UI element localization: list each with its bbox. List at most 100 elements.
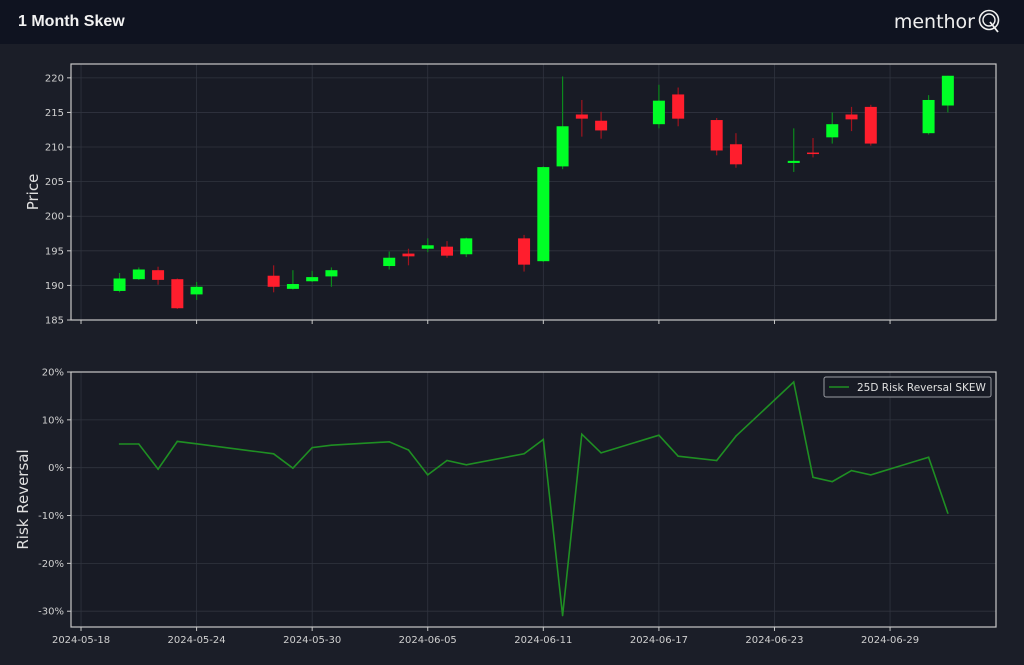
candle-body <box>306 277 319 282</box>
page-title: 1 Month Skew <box>18 13 125 30</box>
menthorq-logo: menthor <box>894 9 1002 35</box>
candle <box>864 104 877 146</box>
candle <box>383 251 396 270</box>
data-point <box>446 459 448 462</box>
candle-body <box>941 75 954 106</box>
skew-chart: 185 190 195 200 205 210 215 220 Price 2024-05-18 2… <box>14 63 997 646</box>
candle <box>575 99 588 137</box>
data-point <box>426 474 429 476</box>
data-point <box>735 435 737 437</box>
candle-body <box>421 245 434 249</box>
axes-frame <box>70 371 997 628</box>
y-tick-label: 190 <box>45 281 64 292</box>
candle <box>306 270 319 282</box>
x-tick-label: 2024-05-24 <box>168 635 226 646</box>
candle-body <box>402 253 415 257</box>
candle-body <box>575 114 588 119</box>
candle <box>421 238 434 253</box>
data-point <box>330 444 333 446</box>
data-point <box>927 456 930 458</box>
candle-body <box>672 94 685 119</box>
data-point <box>831 480 834 483</box>
candle <box>807 138 820 158</box>
series-line <box>119 380 949 616</box>
y-tick-label: 205 <box>45 177 64 188</box>
candle-body <box>113 278 126 291</box>
y-tick-label: -10% <box>38 511 64 522</box>
candle-body <box>826 124 839 138</box>
candle <box>460 237 473 258</box>
candle-body <box>729 144 742 165</box>
logo-q-icon <box>978 9 1000 33</box>
data-point <box>600 452 602 454</box>
y-axis-label: Price <box>24 174 42 211</box>
candle <box>941 75 954 113</box>
x-tick-label: 2024-05-30 <box>283 635 341 646</box>
candle-body <box>556 126 569 167</box>
candle <box>710 117 723 156</box>
candle <box>537 166 550 262</box>
candle-body <box>171 279 184 309</box>
y-tick-label: 0% <box>48 463 64 474</box>
candle <box>441 241 454 258</box>
candle <box>729 133 742 168</box>
data-point <box>311 446 313 449</box>
candle <box>286 270 299 290</box>
plot-area <box>71 64 996 320</box>
y-tick-label: 185 <box>45 316 64 327</box>
candle <box>922 95 935 135</box>
candle-body <box>652 100 665 125</box>
data-point <box>561 614 564 617</box>
candle-body <box>460 238 473 255</box>
candle <box>267 265 280 293</box>
y-tick-label: 220 <box>45 73 64 84</box>
candle-body <box>152 270 165 280</box>
x-tick-label: 2024-06-11 <box>514 635 572 646</box>
x-tick-label: 2024-05-18 <box>52 635 110 646</box>
x-tick-label: 2024-06-29 <box>861 635 919 646</box>
price-panel: 185 190 195 200 205 210 215 220 Price <box>24 63 997 327</box>
candle <box>672 87 685 127</box>
candle <box>190 281 203 300</box>
candle-body <box>286 284 299 289</box>
legend: 25D Risk Reversal SKEW <box>823 376 992 398</box>
candle <box>152 266 165 285</box>
candle-body <box>441 246 454 256</box>
y-tick-label: 195 <box>45 246 64 257</box>
candle-body <box>383 257 396 267</box>
candle <box>113 272 126 293</box>
candle <box>518 234 531 272</box>
y-tick-label: 200 <box>45 212 64 223</box>
candle-body <box>864 106 877 144</box>
data-point <box>812 476 814 479</box>
candle-body <box>190 286 203 295</box>
data-point <box>118 443 121 445</box>
candle <box>787 128 800 172</box>
candle <box>595 111 608 139</box>
candle <box>402 248 415 266</box>
data-point <box>176 440 179 443</box>
data-point <box>465 464 468 466</box>
candle-body <box>922 99 935 134</box>
candle-body <box>325 270 338 277</box>
data-point <box>523 453 525 455</box>
candle-body <box>595 120 608 131</box>
axes-frame <box>70 63 997 321</box>
x-tick-label: 2024-06-17 <box>630 635 688 646</box>
data-point <box>792 381 795 383</box>
data-point <box>138 443 140 445</box>
x-tick-label: 2024-06-23 <box>745 635 803 646</box>
y-tick-label: 10% <box>42 415 64 426</box>
candle-body <box>267 275 280 287</box>
y-tick-label: 215 <box>45 108 64 119</box>
y-tick-label: -30% <box>38 607 64 618</box>
candle <box>652 84 665 129</box>
y-tick-label: -20% <box>38 559 64 570</box>
data-point <box>869 474 872 476</box>
candle <box>826 112 839 144</box>
candle <box>325 267 338 287</box>
data-point <box>715 459 718 462</box>
plot-area <box>71 372 996 627</box>
y-tick-label: 210 <box>45 143 64 154</box>
y-axis-label: Risk Reversal <box>14 449 32 549</box>
